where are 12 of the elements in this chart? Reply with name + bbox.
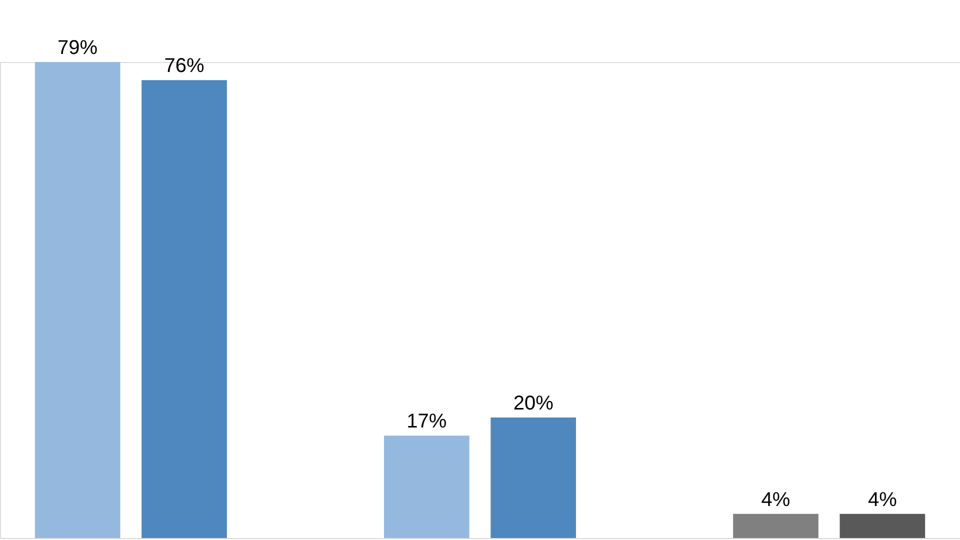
data-label: 4% bbox=[761, 488, 790, 511]
data-label: 20% bbox=[513, 392, 554, 414]
data-label: 17% bbox=[406, 410, 447, 433]
data-label: 4% bbox=[868, 488, 898, 511]
bar bbox=[34, 62, 120, 538]
bar bbox=[384, 436, 470, 538]
data-label: 79% bbox=[58, 37, 98, 59]
bar bbox=[490, 417, 576, 538]
bar bbox=[142, 80, 227, 538]
bar bbox=[840, 514, 926, 538]
data-label: 76% bbox=[164, 55, 204, 78]
bar bbox=[733, 514, 818, 538]
